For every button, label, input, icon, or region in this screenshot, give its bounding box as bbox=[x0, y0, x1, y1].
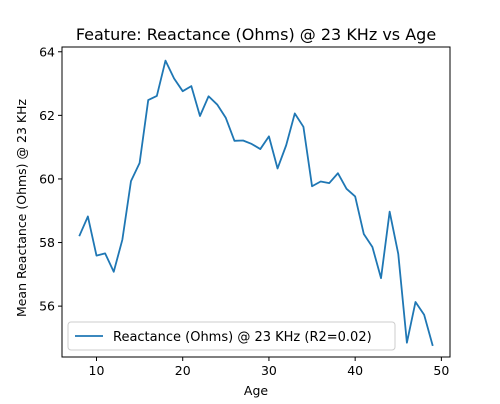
x-tick-label: 30 bbox=[261, 363, 277, 378]
y-tick-label: 62 bbox=[39, 108, 55, 123]
axis-ticks: 10 20 30 40 50 56 58 60 62 64 bbox=[39, 44, 449, 378]
series-line bbox=[78, 59, 434, 347]
y-axis-label: Mean Reactance (Ohms) @ 23 KHz bbox=[14, 99, 29, 318]
y-tick-label: 60 bbox=[39, 171, 55, 186]
x-tick-label: 10 bbox=[89, 363, 105, 378]
legend-entry: Reactance (Ohms) @ 23 KHz (R2=0.02) bbox=[113, 330, 372, 345]
y-tick-label: 56 bbox=[39, 299, 55, 314]
chart-title: Feature: Reactance (Ohms) @ 23 KHz vs Ag… bbox=[76, 25, 436, 44]
series-lines bbox=[78, 59, 434, 347]
legend-box bbox=[67, 321, 396, 351]
x-tick-label: 40 bbox=[347, 363, 363, 378]
axes bbox=[61, 46, 451, 358]
y-tick-label: 58 bbox=[39, 235, 55, 250]
legend: Reactance (Ohms) @ 23 KHz (R2=0.02) bbox=[67, 321, 396, 351]
x-tick-label: 50 bbox=[433, 363, 449, 378]
x-tick-label: 20 bbox=[175, 363, 191, 378]
plot-area-frame bbox=[61, 46, 451, 358]
x-axis-label: Age bbox=[244, 383, 268, 398]
y-tick-label: 64 bbox=[39, 44, 55, 59]
